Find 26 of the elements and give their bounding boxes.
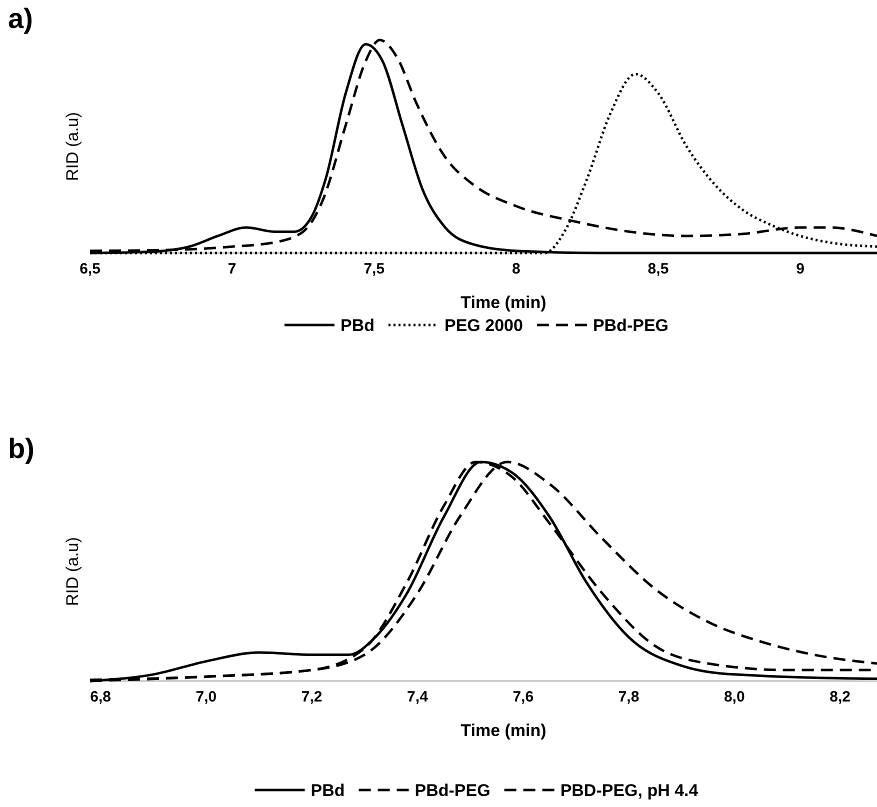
chart-title: a) (8, 3, 33, 34)
x-axis-title: Time (min) (460, 721, 546, 740)
y-axis-title: RID (a.u) (63, 537, 82, 606)
x-tick-label: 7,8 (618, 688, 640, 706)
x-tick-label: 7,0 (196, 688, 217, 706)
x-axis-title: Time (min) (460, 293, 546, 312)
legend-label: PBd (310, 781, 345, 800)
x-tick-label: 7,2 (301, 688, 322, 706)
y-axis-title: RID (a.u) (63, 112, 82, 181)
x-tick-label: 7,6 (512, 688, 534, 706)
legend-label: PBd-PEG (414, 781, 490, 800)
x-tick-label: 7 (228, 260, 236, 278)
x-tick-label: 9 (796, 260, 804, 278)
x-tick-label: 8,5 (648, 260, 669, 278)
x-tick-label: 7,5 (364, 260, 385, 278)
x-tick-label: 6,8 (90, 688, 111, 706)
x-tick-label: 8,2 (830, 688, 850, 706)
chart-title: b) (8, 433, 34, 464)
legend-label: PBd-PEG (592, 316, 669, 335)
legend-label: PEG 2000 (444, 316, 523, 335)
legend-label: PBd (340, 316, 374, 335)
x-tick-label: 8 (512, 260, 520, 278)
x-tick-label: 6,5 (80, 260, 100, 278)
x-tick-label: 7,4 (407, 688, 429, 706)
legend-label: PBD-PEG, pH 4.4 (560, 781, 699, 800)
x-tick-label: 8,0 (724, 688, 745, 706)
